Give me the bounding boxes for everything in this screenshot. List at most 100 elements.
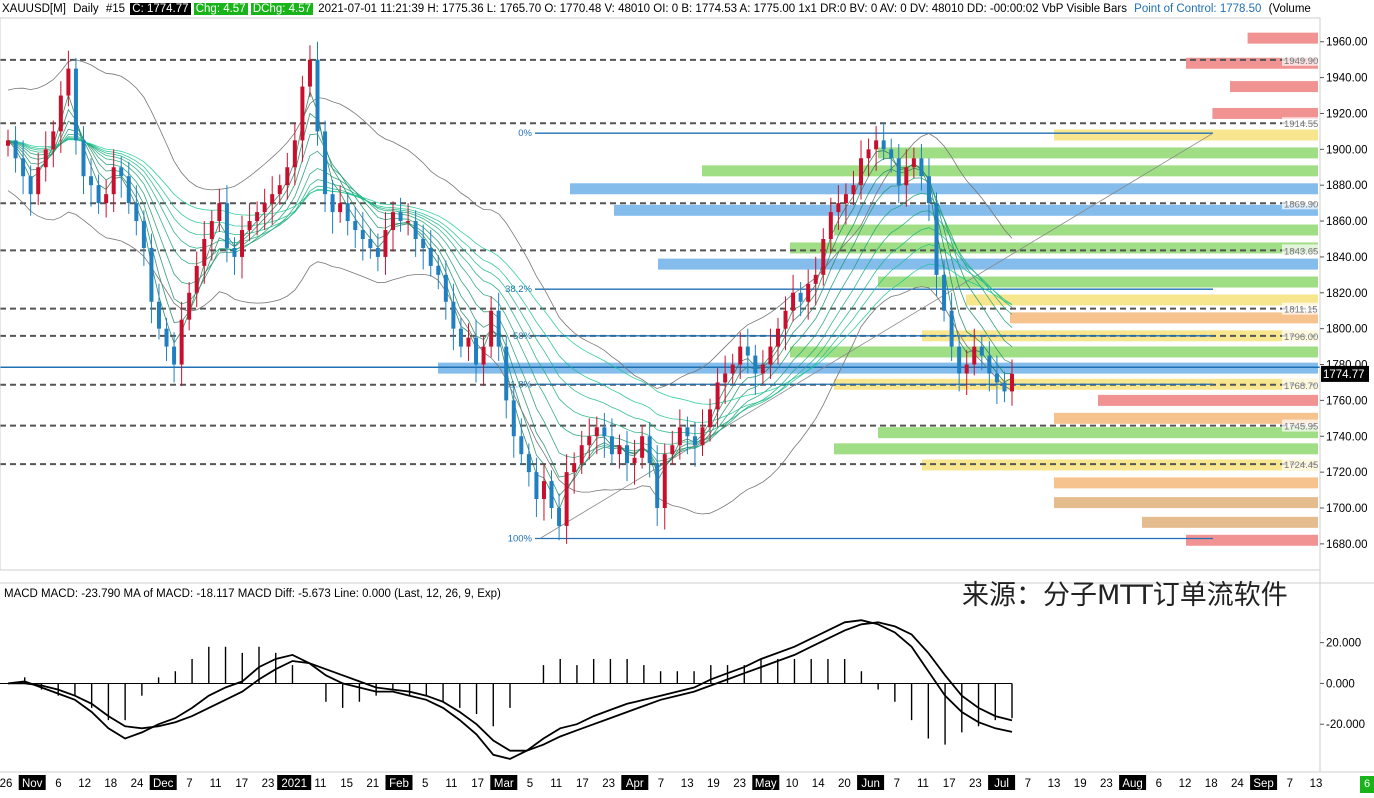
candle-body-60 xyxy=(458,328,463,347)
period-label[interactable]: Daily xyxy=(73,3,99,15)
symbol-label[interactable]: XAUUSD[M] xyxy=(2,3,66,15)
candle-body-3 xyxy=(28,176,33,195)
candle-body-95 xyxy=(723,373,728,383)
date-label-46: 18 xyxy=(1205,778,1218,790)
vbp-bar-7 xyxy=(570,183,1318,195)
date-label-37: 23 xyxy=(969,778,982,790)
candle-body-104 xyxy=(791,292,796,311)
date-label-18: 17 xyxy=(471,778,484,790)
vbp-bar-20 xyxy=(1054,412,1318,424)
date-label-40: 13 xyxy=(1048,778,1061,790)
candle-body-77 xyxy=(587,436,592,446)
vbp-bar-12 xyxy=(878,276,1318,288)
candle-body-65 xyxy=(496,310,501,347)
candle-body-81 xyxy=(617,445,622,455)
ma-ribbon-1 xyxy=(7,108,1013,497)
price-tick-label-7: 1820.00 xyxy=(1326,288,1368,300)
candle-body-39 xyxy=(300,86,305,141)
price-tick-label-11: 1740.00 xyxy=(1326,431,1368,443)
date-label-22: 17 xyxy=(576,778,589,790)
date-label-49: 7 xyxy=(1287,778,1293,790)
candle-body-85 xyxy=(647,436,652,464)
candle-body-66 xyxy=(504,346,509,401)
hvn-label-bg-5 xyxy=(1282,329,1320,342)
candle-body-126 xyxy=(957,346,962,374)
date-label-32: 20 xyxy=(838,778,851,790)
vbp-bar-5 xyxy=(878,147,1318,159)
price-tick-label-6: 1840.00 xyxy=(1326,252,1368,264)
candles xyxy=(6,41,1014,544)
point-of-control: Point of Control: 1778.50 xyxy=(1134,3,1262,15)
vbp-bar-26 xyxy=(1142,516,1318,528)
candle-body-64 xyxy=(489,310,494,347)
vbp-bar-17 xyxy=(438,362,1318,374)
candle-body-84 xyxy=(640,436,645,458)
candle-body-11 xyxy=(89,176,94,186)
price-tick-label-5: 1860.00 xyxy=(1326,216,1368,228)
price-tick-label-8: 1800.00 xyxy=(1326,324,1368,336)
price-tick-label-13: 1700.00 xyxy=(1326,503,1368,515)
vbp-bar-8 xyxy=(614,204,1318,216)
date-label-17: 11 xyxy=(445,778,457,790)
candle-body-53 xyxy=(406,221,411,223)
price-tick-label-4: 1880.00 xyxy=(1326,180,1368,192)
candle-body-12 xyxy=(96,185,101,204)
date-label-1: Nov xyxy=(22,778,43,790)
date-label-13: 15 xyxy=(340,778,353,790)
candle-body-76 xyxy=(579,445,584,464)
date-label-bg-43 xyxy=(1119,775,1147,790)
date-label-2: 6 xyxy=(55,778,61,790)
candle-body-52 xyxy=(398,212,403,222)
hvn-label-bg-3 xyxy=(1282,244,1320,257)
candle-body-118 xyxy=(896,158,901,186)
candle-body-120 xyxy=(911,158,916,168)
date-label-30: 10 xyxy=(786,778,799,790)
candle-body-74 xyxy=(564,472,569,526)
vbp-bar-3 xyxy=(1212,107,1318,119)
candle-body-17 xyxy=(134,203,139,222)
candle-body-108 xyxy=(821,238,826,275)
candle-body-99 xyxy=(753,355,758,374)
vbp-bar-25 xyxy=(1054,497,1318,509)
candle-body-49 xyxy=(375,247,380,257)
fib-label-2: 50% xyxy=(513,331,533,342)
date-label-6: Dec xyxy=(153,778,174,790)
date-label-9: 17 xyxy=(235,778,248,790)
ma-ribbon-3 xyxy=(7,128,1013,462)
price-tick-label-1: 1940.00 xyxy=(1326,73,1368,85)
candle-body-26 xyxy=(202,238,207,266)
price-tick-label-0: 1960.00 xyxy=(1326,37,1368,49)
hvn-label-bg-4 xyxy=(1282,302,1320,315)
date-label-38: Jul xyxy=(994,778,1009,790)
date-label-bg-1 xyxy=(18,775,46,790)
macd-signal-line xyxy=(8,621,1013,752)
hvn-label-7: 1745.95 xyxy=(1284,422,1318,433)
candle-body-90 xyxy=(685,427,690,437)
date-label-21: 11 xyxy=(550,778,562,790)
candle-body-19 xyxy=(149,247,154,302)
macd-header: MACD MACD: -23.790 MA of MACD: -18.117 M… xyxy=(4,588,501,600)
date-label-31: 14 xyxy=(812,778,825,790)
fib-label-4: 100% xyxy=(508,533,533,544)
candle-body-114 xyxy=(866,149,871,159)
vbp-bar-6 xyxy=(702,165,1318,177)
candle-body-63 xyxy=(481,346,486,365)
candle-body-37 xyxy=(285,167,290,186)
ma-ribbon-5 xyxy=(7,136,1013,445)
candle-body-23 xyxy=(179,319,184,365)
candle-body-5 xyxy=(43,149,48,168)
candle-body-2 xyxy=(21,158,26,177)
macd-tick-label-2: -20.000 xyxy=(1326,719,1365,731)
macd-panel xyxy=(0,619,1013,760)
hvn-label-1: 1914.55 xyxy=(1284,119,1318,130)
candle-body-79 xyxy=(602,427,607,437)
candle-body-46 xyxy=(353,221,358,231)
hvn-label-bg-1 xyxy=(1282,117,1320,130)
candle-body-109 xyxy=(828,212,833,239)
hvn-label-0: 1949.90 xyxy=(1284,56,1318,67)
date-label-8: 11 xyxy=(210,778,222,790)
instrument-header: XAUUSD[M] Daily #15 C: 1774.77 Chg: 4.57… xyxy=(0,0,1313,18)
candle-body-59 xyxy=(451,301,456,329)
